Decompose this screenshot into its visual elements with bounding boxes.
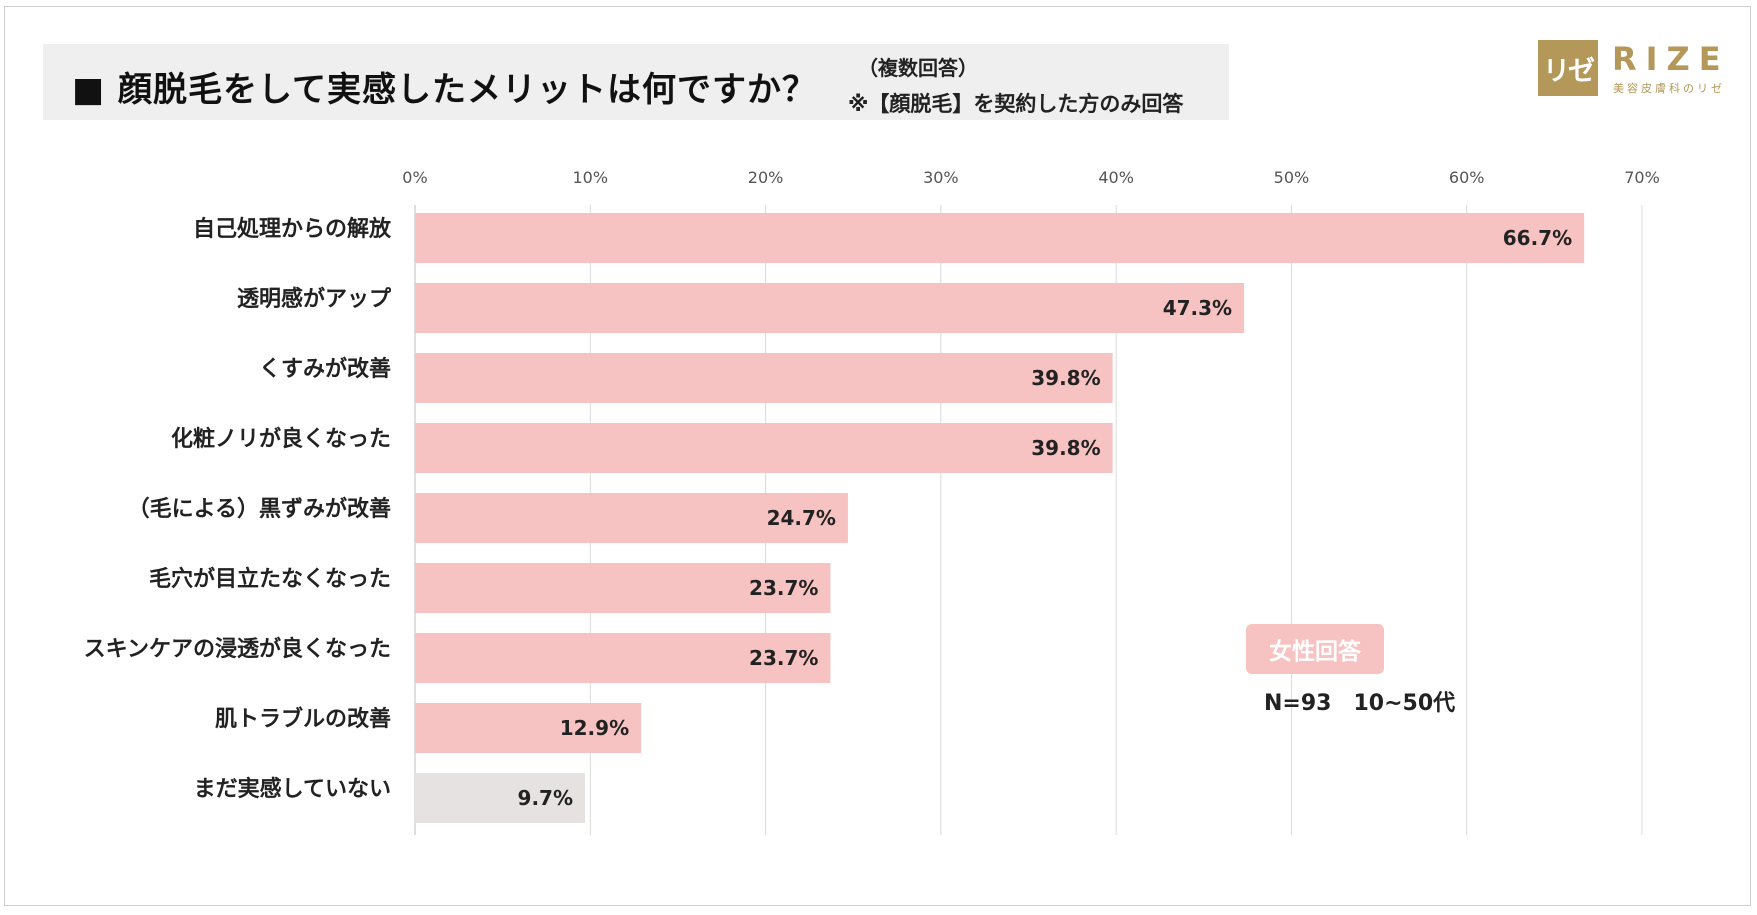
bar-4	[415, 423, 1113, 473]
category-label: くすみが改善	[259, 356, 391, 382]
bar-value-label: 47.3%	[1163, 296, 1232, 320]
chart-subtitle-multiple-answers: （複数回答）	[858, 56, 978, 80]
bar-7	[415, 633, 831, 683]
bar-8	[415, 703, 642, 753]
x-tick-label: 0%	[402, 168, 427, 187]
rize-logo-tagline: 美容皮膚科のリゼ	[1613, 82, 1725, 95]
x-tick-label: 20%	[748, 168, 784, 187]
bar-value-label: 12.9%	[560, 716, 629, 740]
rize-logo-mark: リゼ	[1538, 40, 1598, 96]
chart-title: ■ 顔脱毛をして実感したメリットは何ですか？	[72, 70, 817, 110]
category-label: まだ実感していない	[194, 776, 391, 802]
chart-subtitle-note: ※【顔脱毛】を契約した方のみ回答	[848, 92, 1184, 116]
bar-5	[415, 493, 848, 543]
category-label: スキンケアの浸透が良くなった	[84, 636, 391, 662]
x-tick-label: 40%	[1098, 168, 1134, 187]
bar-value-label: 66.7%	[1503, 226, 1572, 250]
x-tick-label: 50%	[1274, 168, 1310, 187]
bar-1	[415, 213, 1585, 263]
category-label: 自己処理からの解放	[193, 216, 392, 242]
x-tick-label: 10%	[573, 168, 609, 187]
x-tick-label: 30%	[923, 168, 959, 187]
x-tick-label: 70%	[1624, 168, 1660, 187]
x-tick-label: 60%	[1449, 168, 1485, 187]
bar-value-label: 23.7%	[749, 576, 818, 600]
bar-3	[415, 353, 1113, 403]
category-label: （毛による）黒ずみが改善	[128, 496, 391, 522]
sample-size-note: N=93 10~50代	[1264, 691, 1456, 716]
category-label: 透明感がアップ	[237, 286, 392, 312]
category-label: 毛穴が目立たなくなった	[149, 566, 391, 592]
rize-logo-wordmark: RIZE	[1612, 40, 1730, 78]
bar-6	[415, 563, 831, 613]
bar-value-label: 24.7%	[767, 506, 836, 530]
bar-value-label: 23.7%	[749, 646, 818, 670]
bar-value-label: 9.7%	[518, 786, 573, 810]
bar-value-label: 39.8%	[1031, 366, 1100, 390]
category-label: 肌トラブルの改善	[215, 706, 391, 732]
logo-mark-text: リゼ	[1543, 55, 1595, 87]
bar-2	[415, 283, 1245, 333]
title-band	[43, 44, 1229, 120]
bar-9	[415, 773, 586, 823]
bar-value-label: 39.8%	[1031, 436, 1100, 460]
category-label: 化粧ノリが良くなった	[171, 426, 391, 452]
respondent-badge: 女性回答	[1246, 624, 1384, 674]
